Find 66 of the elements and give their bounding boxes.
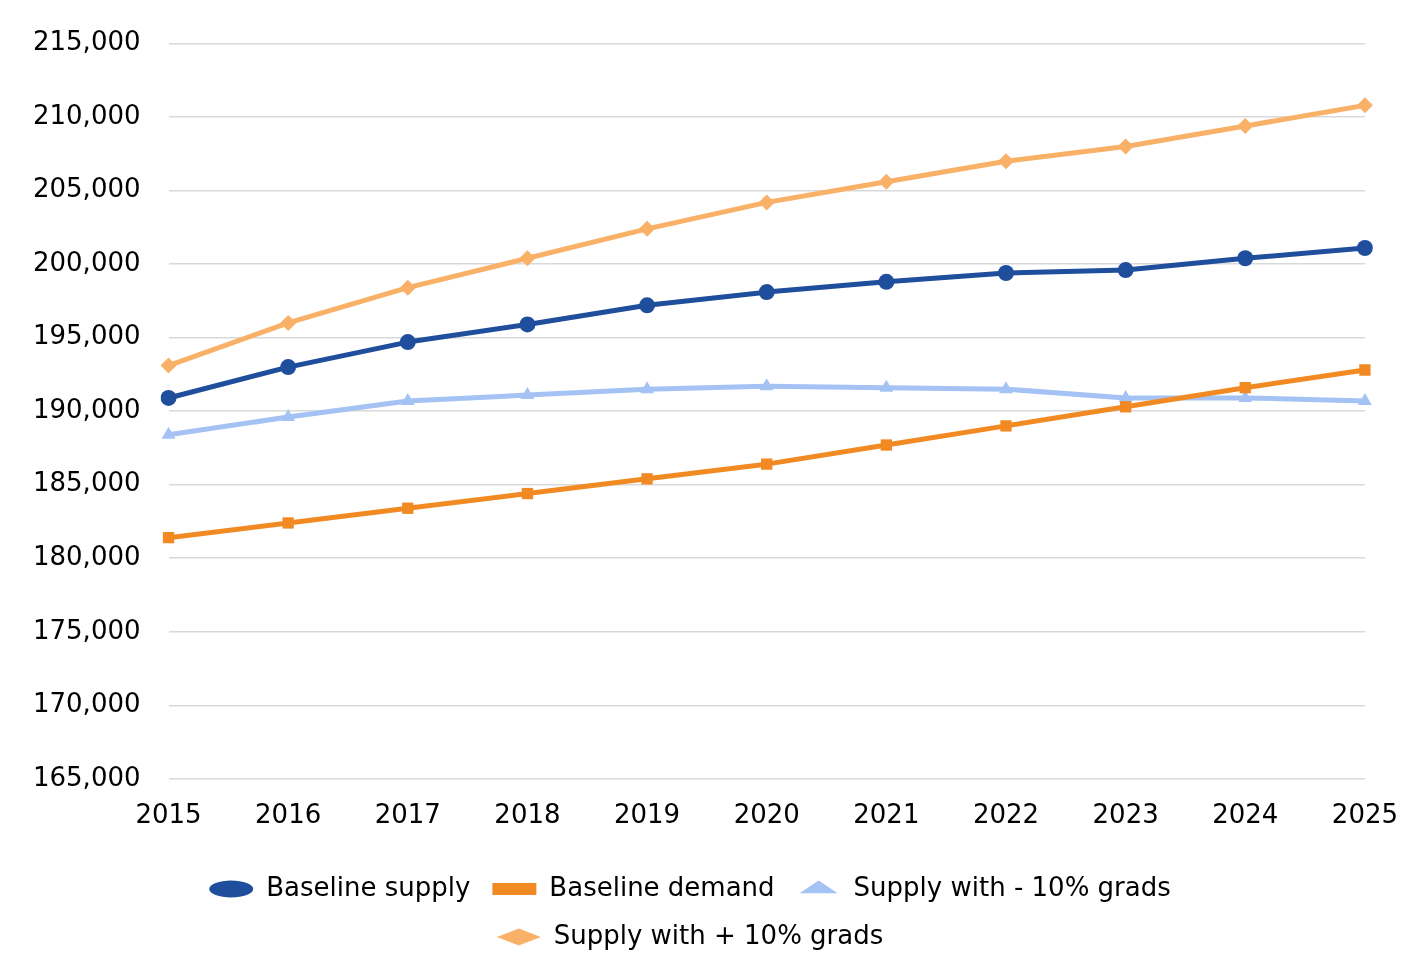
x-tick-label: 2022 <box>972 799 1040 830</box>
y-tick-label: 180,000 <box>32 540 141 571</box>
point <box>1117 138 1134 155</box>
x-tick-label: 2018 <box>494 799 561 830</box>
point <box>1000 420 1012 432</box>
point <box>1239 382 1251 394</box>
point <box>402 502 414 514</box>
point <box>1356 239 1373 256</box>
x-tick-label: 2025 <box>1331 799 1398 830</box>
point <box>1119 401 1132 413</box>
point <box>640 381 655 394</box>
y-tick-label: 170,000 <box>32 688 141 719</box>
y-tick-label: 175,000 <box>32 614 141 645</box>
point <box>160 389 177 406</box>
legend-label: Baseline supply <box>266 871 471 902</box>
point <box>758 194 775 211</box>
y-tick-label: 205,000 <box>32 173 141 204</box>
point <box>399 279 416 296</box>
point <box>1237 117 1254 134</box>
x-tick-label: 2021 <box>853 799 920 830</box>
point <box>521 487 534 500</box>
point <box>1356 97 1373 114</box>
x-tick-label: 2017 <box>374 799 441 830</box>
y-tick-label: 190,000 <box>32 393 141 424</box>
point <box>758 284 775 301</box>
point <box>280 359 297 376</box>
point <box>161 426 176 439</box>
y-tick-label: 185,000 <box>32 467 141 498</box>
point <box>759 378 774 391</box>
point <box>999 381 1013 394</box>
point <box>519 316 536 333</box>
point <box>641 473 653 485</box>
x-tick-label: 2023 <box>1092 799 1159 830</box>
x-tick-label: 2016 <box>255 799 322 830</box>
point <box>1117 262 1134 279</box>
point <box>520 387 535 400</box>
y-tick-label: 195,000 <box>32 320 141 351</box>
point <box>761 458 773 470</box>
x-tick-label: 2015 <box>135 799 202 830</box>
legend-label: Supply with + 10% grads <box>553 919 884 950</box>
point <box>878 173 895 190</box>
legend-label: Baseline demand <box>549 871 775 902</box>
y-tick-label: 210,000 <box>32 99 141 130</box>
point <box>281 409 296 422</box>
point <box>639 297 656 314</box>
x-tick-label: 2019 <box>613 799 681 830</box>
point <box>1359 364 1371 376</box>
point <box>878 273 895 290</box>
point <box>998 153 1014 170</box>
y-tick-label: 200,000 <box>32 246 141 277</box>
x-tick-label: 2024 <box>1212 799 1279 830</box>
point <box>280 314 297 331</box>
point <box>162 532 175 544</box>
y-tick-label: 215,000 <box>32 26 141 57</box>
point <box>998 264 1014 281</box>
point <box>639 220 656 237</box>
point <box>399 334 416 351</box>
point <box>160 357 177 374</box>
legend-label: Supply with - 10% grads <box>853 871 1171 902</box>
point <box>1237 250 1254 267</box>
point <box>282 517 294 529</box>
point <box>880 439 893 451</box>
point <box>519 250 536 267</box>
point <box>879 379 894 392</box>
y-tick-label: 165,000 <box>32 761 141 792</box>
x-tick-label: 2020 <box>733 799 800 830</box>
